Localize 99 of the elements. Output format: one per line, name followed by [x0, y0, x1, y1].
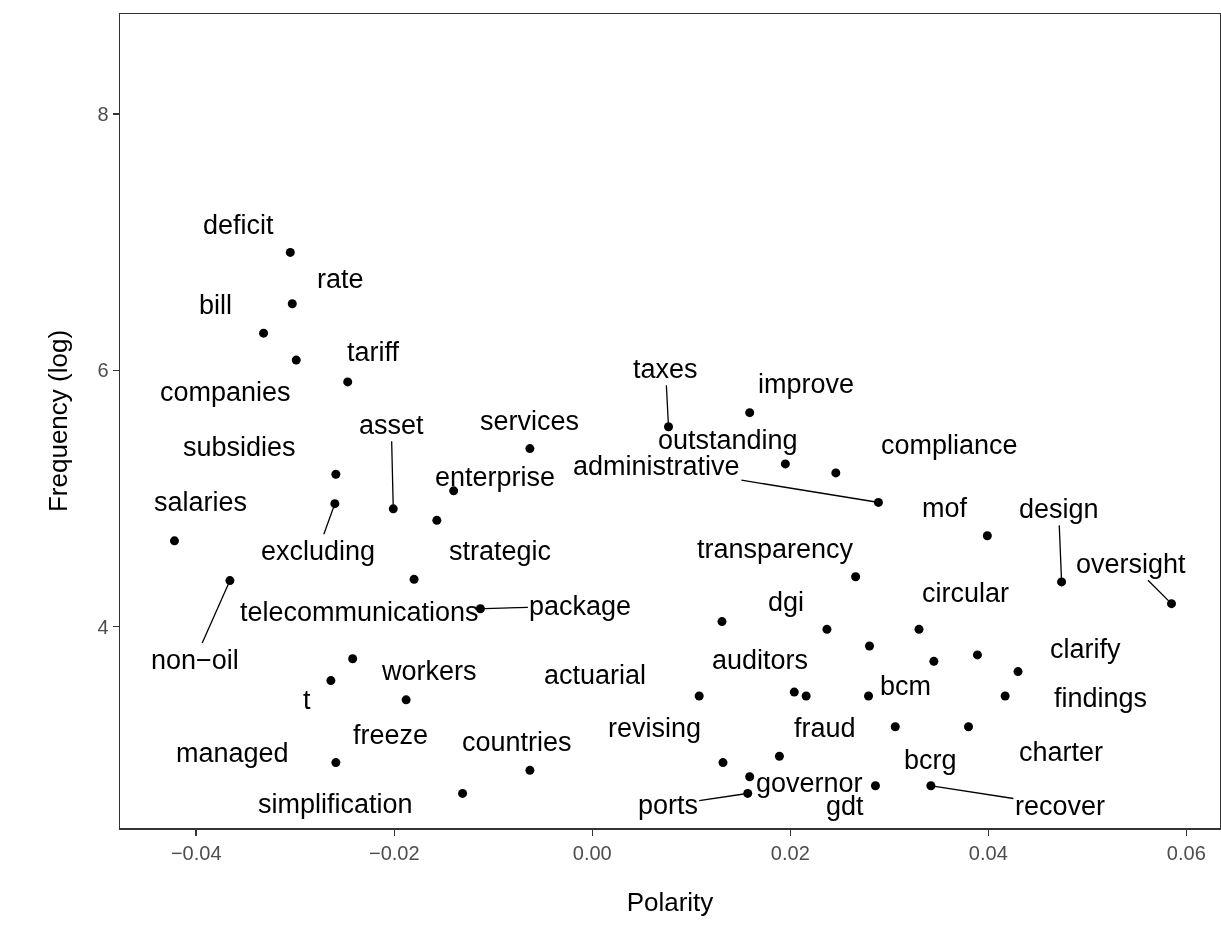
annotation: transparency	[697, 534, 854, 564]
annotation: mof	[922, 493, 968, 523]
annotation: findings	[1054, 683, 1148, 713]
annotation: design	[1019, 494, 1099, 524]
y-tick-label: 4	[97, 615, 109, 638]
point	[717, 617, 727, 627]
annotation: telecommunications	[240, 597, 479, 627]
point	[343, 377, 353, 387]
annotation: recover	[1015, 791, 1106, 821]
y-tick-label: 6	[97, 359, 109, 382]
annotation: companies	[160, 377, 291, 407]
annotation: bcm	[880, 671, 932, 701]
point	[745, 408, 755, 418]
point	[694, 691, 704, 701]
annotation: clarify	[1050, 634, 1122, 664]
point	[525, 765, 535, 775]
point	[259, 328, 269, 338]
point	[326, 676, 336, 686]
point	[851, 572, 861, 582]
point	[865, 641, 874, 651]
point	[409, 574, 419, 584]
x-tick-label: −0.02	[368, 841, 420, 864]
point	[331, 469, 341, 479]
annotation: subsidies	[183, 432, 296, 462]
point	[831, 468, 841, 478]
annotation: services	[480, 406, 580, 436]
point	[525, 444, 535, 454]
point	[388, 504, 398, 514]
point	[169, 536, 179, 546]
point	[401, 695, 411, 705]
point	[1000, 691, 1010, 701]
point	[982, 531, 992, 541]
annotation: workers	[381, 656, 477, 686]
annotation: deficit	[203, 210, 275, 240]
annotation: t	[303, 685, 311, 715]
annotation: auditors	[712, 645, 809, 675]
annotation: freeze	[353, 720, 429, 750]
annotation: ports	[638, 790, 699, 820]
annotation: oversight	[1076, 549, 1187, 579]
point	[330, 499, 340, 509]
point	[458, 788, 468, 798]
point	[801, 691, 811, 701]
annotation: enterprise	[435, 462, 556, 492]
annotation: taxes	[633, 354, 698, 384]
annotation: fraud	[794, 713, 856, 743]
point	[964, 722, 974, 732]
annotation: bcrg	[904, 745, 957, 775]
point	[285, 247, 295, 257]
point	[870, 781, 880, 791]
point	[774, 751, 784, 761]
x-axis-title: Polarity	[626, 886, 714, 917]
x-tick-label: 0.00	[572, 841, 612, 864]
point	[1013, 667, 1023, 677]
point	[432, 515, 442, 525]
point	[972, 650, 982, 660]
point	[291, 355, 301, 365]
annotation: strategic	[449, 536, 552, 566]
annotation: excluding	[261, 536, 376, 566]
point	[789, 687, 799, 697]
point	[225, 576, 235, 586]
annotation: improve	[758, 369, 855, 399]
y-tick-label: 8	[97, 102, 109, 125]
x-tick-label: 0.04	[968, 841, 1008, 864]
annotation: circular	[922, 578, 1010, 608]
annotation: non−oil	[151, 645, 239, 675]
annotation: compliance	[881, 430, 1018, 460]
point	[743, 788, 753, 798]
y-axis-title: Frequency (log)	[43, 329, 74, 513]
point	[1057, 577, 1067, 587]
annotation: bill	[199, 290, 233, 320]
point	[1166, 599, 1176, 609]
point	[745, 772, 755, 782]
annotation: tariff	[347, 337, 400, 367]
x-tick-label: 0.02	[770, 841, 810, 864]
point	[348, 654, 358, 664]
point	[287, 299, 297, 309]
point	[331, 758, 341, 768]
annotation: actuarial	[544, 660, 647, 690]
x-tick-label: −0.04	[170, 841, 222, 864]
annotation: managed	[176, 738, 289, 768]
annotation: asset	[359, 410, 425, 440]
point	[873, 497, 883, 507]
annotation: simplification	[258, 789, 413, 819]
annotation: rate	[317, 264, 364, 294]
point	[914, 624, 924, 634]
point	[864, 691, 874, 701]
annotation: charter	[1019, 737, 1104, 767]
annotation: dgi	[768, 587, 805, 617]
annotation: revising	[608, 713, 702, 743]
point	[929, 656, 939, 666]
annotation: salaries	[154, 487, 248, 517]
point	[890, 722, 900, 732]
annotation: package	[529, 591, 632, 621]
point	[926, 781, 936, 791]
point	[718, 758, 728, 768]
x-tick-label: 0.06	[1166, 841, 1206, 864]
point	[822, 624, 832, 634]
point	[780, 459, 790, 469]
annotation: countries	[462, 727, 572, 757]
